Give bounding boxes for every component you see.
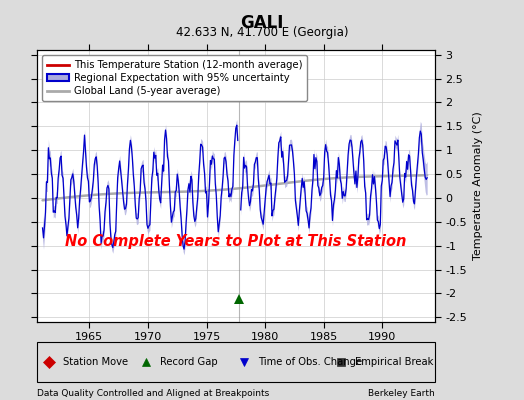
Text: Station Move: Station Move bbox=[62, 357, 128, 367]
Legend: This Temperature Station (12-month average), Regional Expectation with 95% uncer: This Temperature Station (12-month avera… bbox=[42, 55, 307, 101]
Text: No Complete Years to Plot at This Station: No Complete Years to Plot at This Statio… bbox=[65, 234, 407, 249]
Text: Time of Obs. Change: Time of Obs. Change bbox=[258, 357, 362, 367]
Text: 42.633 N, 41.700 E (Georgia): 42.633 N, 41.700 E (Georgia) bbox=[176, 26, 348, 39]
Text: GALI: GALI bbox=[241, 14, 283, 32]
Y-axis label: Temperature Anomaly (°C): Temperature Anomaly (°C) bbox=[473, 112, 483, 260]
Text: Data Quality Controlled and Aligned at Breakpoints: Data Quality Controlled and Aligned at B… bbox=[37, 389, 269, 398]
Text: Berkeley Earth: Berkeley Earth bbox=[368, 389, 435, 398]
Text: Record Gap: Record Gap bbox=[160, 357, 218, 367]
Text: Empirical Break: Empirical Break bbox=[355, 357, 434, 367]
